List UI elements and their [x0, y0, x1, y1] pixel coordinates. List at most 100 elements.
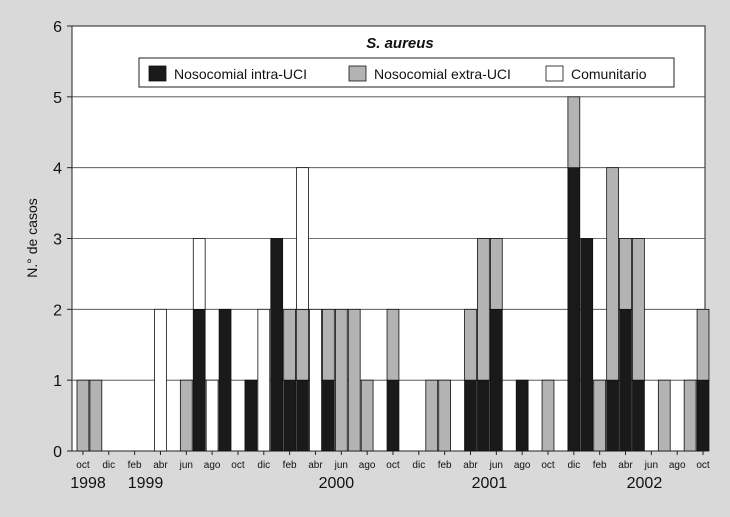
bar-segment-intra-uci — [283, 379, 296, 452]
x-tick-label: jun — [489, 460, 503, 471]
x-tick-label: oct — [231, 460, 245, 471]
x-tick-label: dic — [412, 460, 425, 471]
year-label: 1998 — [70, 475, 106, 492]
legend-swatch — [545, 65, 564, 82]
bar-segment-extra-uci — [334, 308, 348, 452]
bar-segment-extra-uci — [322, 308, 335, 381]
bar-segment-extra-uci — [477, 238, 490, 381]
bar-segment-intra-uci — [464, 379, 477, 452]
y-axis-label: N.° de casos — [24, 198, 40, 278]
legend-swatch — [148, 65, 167, 82]
x-tick-label: oct — [696, 460, 710, 471]
bar-segment-comunitario — [257, 308, 271, 452]
bar-segment-extra-uci — [283, 308, 296, 381]
x-tick-label: abr — [153, 460, 168, 471]
bar-segment-intra-uci — [244, 379, 258, 452]
y-tick-label: 6 — [53, 19, 62, 36]
y-tick-label: 0 — [53, 444, 62, 461]
bar-segment-intra-uci — [619, 308, 632, 452]
x-axis: oct dic feb abr jun ago oct dic feb abr jun ago oct d… — [70, 451, 710, 492]
x-tick-label: jun — [179, 460, 193, 471]
bar-segment-extra-uci — [657, 379, 671, 452]
y-tick-label: 1 — [53, 373, 62, 390]
x-tick-label: oct — [541, 460, 555, 471]
x-tick-label: ago — [359, 460, 376, 471]
bar-segment-extra-uci — [296, 308, 309, 381]
legend-label: Comunitario — [571, 66, 647, 82]
x-tick-label: oct — [386, 460, 400, 471]
year-label: 2002 — [627, 475, 663, 492]
bar-segment-extra-uci — [619, 238, 632, 310]
x-tick-label: oct — [76, 460, 90, 471]
x-tick-label: abr — [618, 460, 633, 471]
bar-segment-intra-uci — [218, 308, 232, 452]
x-tick-label: dic — [102, 460, 115, 471]
y-tick-label: 3 — [53, 232, 62, 249]
bar-segment-extra-uci — [386, 308, 400, 381]
chart-title: S. aureus — [366, 35, 434, 52]
bar-segment-comunitario — [192, 238, 206, 310]
legend-swatch — [348, 65, 367, 82]
legend-box — [138, 57, 675, 88]
bar-segment-extra-uci — [89, 379, 103, 452]
bar-segment-extra-uci — [632, 238, 645, 381]
bar-segment-extra-uci — [567, 96, 581, 169]
bar-segment-intra-uci — [296, 379, 309, 452]
bar-segment-extra-uci — [76, 379, 90, 452]
bar-segment-comunitario — [296, 167, 309, 310]
x-tick-label: feb — [128, 460, 142, 471]
bar-segment-extra-uci — [347, 308, 361, 452]
x-tick-label: feb — [593, 460, 607, 471]
x-tick-label: jun — [644, 460, 658, 471]
bar-segment-extra-uci — [360, 379, 374, 452]
x-tick-label: feb — [283, 460, 297, 471]
bar-segment-comunitario — [309, 308, 322, 452]
year-label: 2001 — [472, 475, 508, 492]
bar-segment-comunitario — [205, 379, 219, 452]
bar-segment-intra-uci — [386, 379, 400, 452]
bar-segment-extra-uci — [606, 167, 619, 381]
bar-segment-intra-uci — [580, 238, 594, 452]
y-tick-label: 4 — [53, 161, 62, 178]
year-label: 2000 — [319, 475, 355, 492]
x-tick-label: ago — [669, 460, 686, 471]
y-tick-label: 5 — [53, 90, 62, 107]
x-tick-label: dic — [567, 460, 580, 471]
bar-segment-extra-uci — [683, 379, 697, 452]
bar-segment-extra-uci — [489, 238, 503, 310]
bar-segment-intra-uci — [192, 308, 206, 452]
bar-segment-intra-uci — [632, 379, 645, 452]
y-axis: 0 1 2 3 4 5 6 — [53, 19, 72, 461]
legend: Nosocomial intra-UCI Nosocomial extra-UCI… — [138, 57, 675, 88]
x-tick-label: jun — [334, 460, 348, 471]
bar-segment-intra-uci — [489, 308, 503, 452]
x-tick-label: abr — [463, 460, 478, 471]
bar-segment-intra-uci — [515, 379, 529, 452]
bar-segment-intra-uci — [567, 167, 581, 452]
bar-segment-comunitario — [154, 308, 167, 452]
bar-segment-extra-uci — [696, 308, 710, 381]
x-tick-label: dic — [257, 460, 270, 471]
x-tick-label: ago — [204, 460, 221, 471]
legend-label: Nosocomial intra-UCI — [174, 66, 307, 82]
bar-segment-intra-uci — [477, 379, 490, 452]
x-tick-label: feb — [438, 460, 452, 471]
bar-segment-extra-uci — [179, 379, 193, 452]
bar-segment-intra-uci — [696, 379, 710, 452]
bar-segment-intra-uci — [606, 379, 619, 452]
y-tick-label: 2 — [53, 302, 62, 319]
bars-group — [76, 96, 710, 452]
bar-segment-intra-uci — [322, 379, 335, 452]
bar-segment-intra-uci — [270, 238, 284, 452]
x-tick-label: abr — [308, 460, 323, 471]
bar-segment-extra-uci — [425, 379, 439, 452]
year-label: 1999 — [128, 475, 164, 492]
bar-segment-extra-uci — [438, 379, 451, 452]
bar-segment-extra-uci — [541, 379, 555, 452]
x-tick-label: ago — [514, 460, 531, 471]
bar-segment-extra-uci — [464, 308, 477, 381]
legend-label: Nosocomial extra-UCI — [374, 66, 511, 82]
bar-segment-extra-uci — [593, 379, 607, 452]
